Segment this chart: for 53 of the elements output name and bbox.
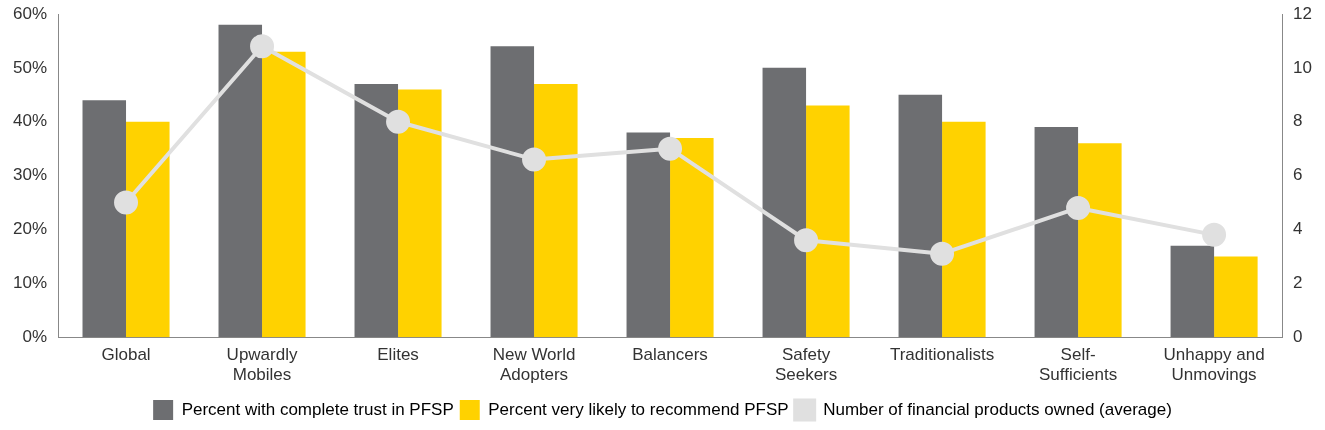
y2-tick-label: 8 bbox=[1293, 111, 1303, 131]
y2-tick-label: 4 bbox=[1293, 219, 1303, 239]
bar bbox=[806, 105, 850, 338]
bar bbox=[626, 132, 671, 338]
bar bbox=[82, 100, 127, 338]
point bbox=[1202, 222, 1227, 247]
bar bbox=[262, 51, 306, 338]
y-tick-label: 10% bbox=[12, 273, 48, 293]
bar bbox=[490, 46, 535, 338]
point bbox=[386, 109, 411, 134]
x-tick-label: Upwardly Mobiles bbox=[226, 345, 298, 385]
bar bbox=[942, 121, 986, 338]
bar bbox=[398, 89, 442, 338]
point bbox=[658, 136, 683, 161]
legend-label: Percent very likely to recommend PFSP bbox=[488, 399, 789, 419]
bar bbox=[534, 84, 578, 338]
y2-tick-label: 6 bbox=[1293, 165, 1303, 185]
point bbox=[1066, 195, 1091, 220]
x-tick-label: Elites bbox=[377, 345, 419, 365]
bar bbox=[354, 84, 399, 338]
x-tick-label: Self- Sufficients bbox=[1039, 345, 1118, 385]
bar bbox=[218, 24, 263, 338]
bar bbox=[1078, 143, 1122, 338]
x-tick-label: Safety Seekers bbox=[774, 345, 838, 385]
x-tick-label: Global bbox=[101, 345, 151, 365]
point bbox=[930, 241, 955, 266]
bar bbox=[670, 137, 714, 338]
point bbox=[250, 34, 275, 59]
bar bbox=[1214, 256, 1258, 338]
point bbox=[522, 147, 547, 172]
y2-tick-label: 10 bbox=[1293, 57, 1313, 77]
x-tick-label: Unhappy and Unmovings bbox=[1163, 345, 1265, 385]
legend-label: Percent with complete trust in PFSP bbox=[181, 399, 454, 419]
point bbox=[114, 190, 139, 215]
x-tick-label: Traditionalists bbox=[889, 345, 995, 365]
legend-label: Number of financial products owned (average) bbox=[823, 399, 1172, 419]
bar bbox=[898, 94, 943, 338]
bar bbox=[126, 121, 170, 338]
y2-tick-label: 0 bbox=[1293, 326, 1303, 346]
y2-tick-label: 12 bbox=[1293, 3, 1313, 23]
y-tick-label: 60% bbox=[12, 3, 48, 23]
bar bbox=[1034, 127, 1079, 338]
y-tick-label: 0% bbox=[22, 326, 48, 346]
y-tick-label: 50% bbox=[12, 57, 48, 77]
point bbox=[794, 228, 819, 253]
y-tick-label: 30% bbox=[12, 165, 48, 185]
x-tick-label: Balancers bbox=[632, 345, 708, 365]
y-tick-label: 40% bbox=[12, 111, 48, 131]
x-tick-label: New World Adopters bbox=[492, 345, 576, 385]
bar bbox=[762, 67, 807, 338]
y-tick-label: 20% bbox=[12, 219, 48, 239]
bar bbox=[1170, 245, 1215, 338]
y2-tick-label: 2 bbox=[1293, 273, 1303, 293]
